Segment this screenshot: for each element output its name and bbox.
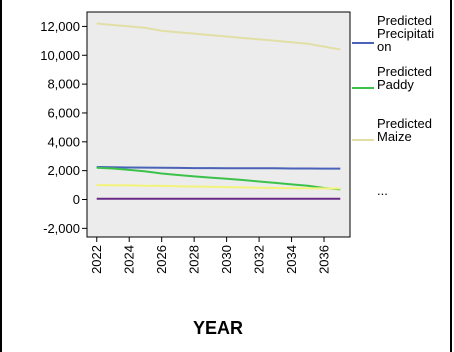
x-tick-label: 2028 (187, 245, 202, 274)
legend-label: Paddy (377, 77, 414, 92)
legend-label: Predicted (377, 64, 432, 79)
legend-label: Maize (377, 129, 412, 144)
series-line-1 (96, 166, 341, 191)
x-tick-label: 2026 (154, 245, 169, 274)
y-tick-label: 6,000 (47, 105, 80, 120)
legend-more: ... (377, 183, 388, 198)
legend-label: on (377, 39, 391, 54)
y-tick-label: 0 (73, 192, 80, 207)
y-tick-label: 8,000 (47, 77, 80, 92)
legend-label: Predicted (377, 116, 432, 131)
plot-area (86, 11, 351, 238)
x-tick-label: 2030 (219, 245, 234, 274)
series-line-0 (96, 166, 341, 170)
series-layer (96, 22, 341, 200)
y-axis: -2,000 0 2,000 4,000 6,000 8,000 10,000 12,000 (40, 19, 87, 236)
x-axis-label: YEAR (193, 318, 243, 338)
x-tick-label: 2036 (317, 245, 332, 274)
series-line-3 (96, 184, 341, 190)
legend-label: Predicted (377, 13, 432, 28)
y-tick-label: 10,000 (40, 48, 80, 63)
legend-label: Precipitati (377, 26, 434, 41)
x-tick-label: 2032 (252, 245, 267, 274)
y-tick-label: 2,000 (47, 163, 80, 178)
legend: PredictedPrecipitationPredictedPaddyPred… (352, 13, 434, 198)
x-tick-label: 2034 (284, 245, 299, 274)
x-axis: 2022 2024 2026 2028 2030 2032 2034 2036 (89, 237, 332, 274)
y-tick-label: -2,000 (43, 221, 80, 236)
series-line-2 (96, 22, 341, 51)
x-tick-label: 2022 (89, 245, 104, 274)
y-tick-label: 12,000 (40, 19, 80, 34)
y-tick-label: 4,000 (47, 134, 80, 149)
x-tick-label: 2024 (122, 245, 137, 274)
